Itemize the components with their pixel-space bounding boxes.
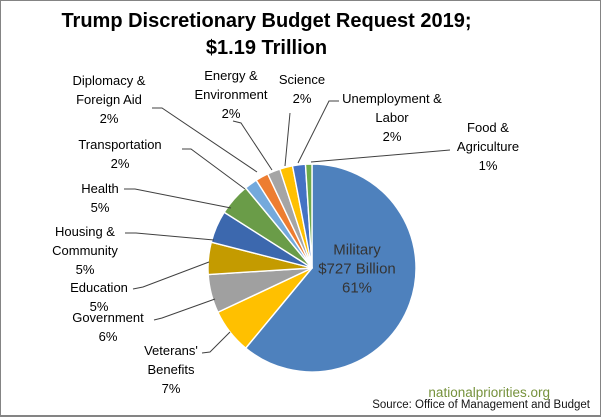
leader-line-education — [132, 261, 210, 290]
leader-lines — [124, 100, 451, 354]
leader-line-food_agriculture — [310, 149, 451, 163]
leader-line-health — [124, 188, 232, 209]
leader-line-unemployment — [297, 100, 339, 164]
brand-link[interactable]: nationalpriorities.org — [428, 385, 550, 400]
chart-title-line1: Trump Discretionary Budget Request 2019; — [61, 10, 472, 32]
leader-line-government — [153, 298, 216, 321]
leader-line-diplomacy — [152, 107, 258, 173]
leader-line-science — [284, 112, 291, 167]
leader-line-energy — [232, 120, 273, 171]
source-credit: Source: Office of Management and Budget — [372, 399, 590, 411]
chart-title-line2: $1.19 Trillion — [205, 37, 328, 59]
pie-slices — [207, 163, 417, 373]
leader-line-transportation — [182, 148, 246, 190]
leader-line-housing — [125, 232, 215, 241]
pie-slice-military — [245, 163, 417, 373]
leader-line-veterans — [201, 331, 231, 354]
chart-title: Trump Discretionary Budget Request 2019;… — [9, 8, 524, 62]
pie-slice-food_agriculture — [304, 163, 313, 269]
